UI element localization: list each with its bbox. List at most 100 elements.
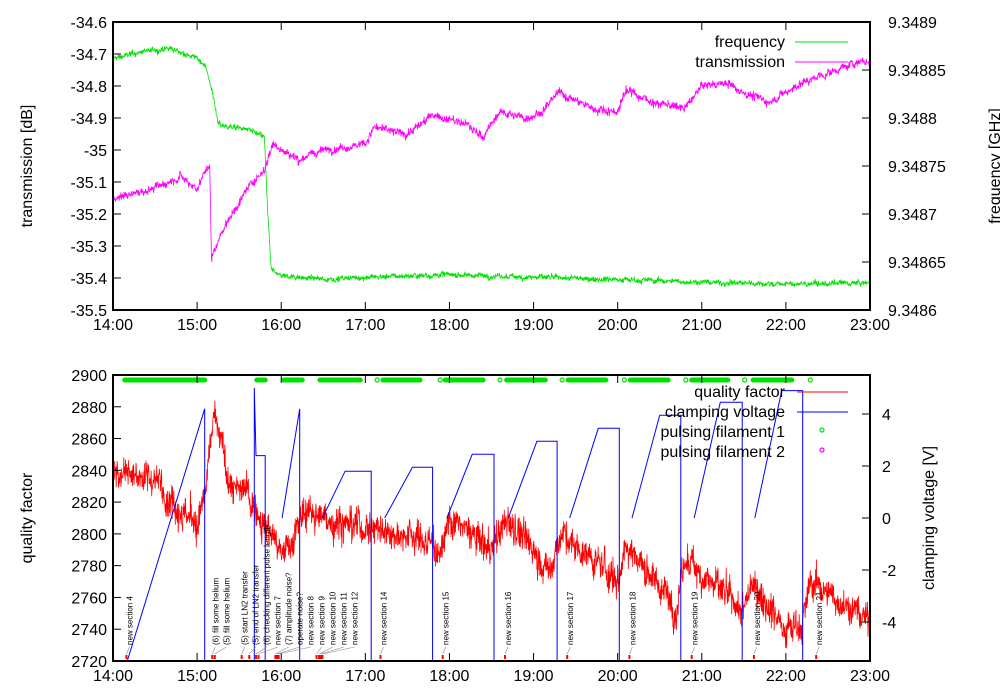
legend-label-frequency: frequency (715, 34, 785, 51)
annotation-label: new section 19 (691, 591, 700, 645)
legend-label-pulsing-filament-1: pulsing filament 1 (660, 424, 785, 441)
y-tick-label: 2860 (71, 432, 107, 449)
x-tick-label: 17:00 (345, 317, 385, 334)
x-tick-label: 19:00 (514, 668, 554, 685)
annotation-label: new section 17 (566, 591, 575, 645)
y-tick-label: -35.5 (71, 303, 108, 320)
plot-area (113, 377, 870, 661)
annotation-label: new section 4 (125, 596, 134, 645)
annotation-leader-line (316, 646, 322, 655)
annotation-leader-line (278, 646, 311, 655)
annotation-leader-line (504, 646, 509, 655)
y-tick-label: -35.2 (71, 207, 108, 224)
y2-tick-label: -4 (882, 615, 896, 632)
y-tick-label: -34.8 (71, 79, 108, 96)
annotation-leader-line (380, 646, 384, 655)
x-tick-label: 20:00 (598, 668, 638, 685)
y2-tick-label: 9.3488 (888, 111, 937, 128)
plot-frame (112, 21, 871, 311)
top-legend: frequency transmission (695, 34, 848, 71)
legend-label-transmission: transmission (695, 54, 785, 71)
annotation-label: (7) amplitude noise? (285, 572, 294, 645)
y-tick-label: -34.7 (71, 47, 108, 64)
y2-tick-label: 9.3487 (888, 207, 937, 224)
series-line-quality-factor (113, 400, 870, 649)
pulsing-filament-1-point (559, 377, 565, 383)
x-tick-label: 16:00 (261, 668, 301, 685)
annotation-leader-line (276, 646, 300, 655)
top-plot: 14:00 15:00 16:00 17:00 18:00 19:00 20:00 21:00… (71, 15, 946, 334)
annotation-label: (6) checking different pulse length (263, 525, 272, 645)
annotation-label: new section 10 (329, 591, 338, 645)
x-tick-label: 15:00 (177, 317, 217, 334)
pulsing-filament-1-point (621, 377, 627, 383)
clamping-voltage-segment (507, 440, 558, 661)
legend-swatch-pulsing-filament-2 (819, 447, 825, 453)
annotation-leader-line (753, 646, 758, 655)
clamping-voltage-segment (321, 470, 372, 661)
annotation-label: (5) start LN2 transfer (241, 571, 250, 645)
clamping-voltage-segment (446, 453, 495, 661)
y-tick-label: 2880 (71, 400, 107, 417)
y2-tick-label: 9.34865 (888, 255, 946, 272)
annotation-leader-line (318, 646, 333, 655)
y-tick-label: 2840 (71, 463, 107, 480)
x-tick-label: 14:00 (93, 317, 133, 334)
y2-tick-label: -2 (882, 563, 896, 580)
annotation-label: (5) fill some helium (222, 578, 231, 645)
y2-tick-label: 2 (882, 459, 891, 476)
y-tick-label: -34.9 (71, 111, 108, 128)
annotation-leader-line (241, 646, 245, 655)
y-tick-label: 2780 (71, 559, 107, 576)
x-tick-label: 16:00 (261, 317, 301, 334)
legend-swatch-pulsing-filament-1 (819, 427, 825, 433)
annotation-label: new section 9 (318, 596, 327, 645)
bottom-y2-axis-label: clamping voltage [V] (921, 446, 938, 590)
top-y-axis-label: transmission [dB] (19, 105, 36, 228)
x-tick-label: 20:00 (598, 317, 638, 334)
plot-frame (112, 374, 871, 662)
x-tick-label: 18:00 (429, 668, 469, 685)
y-tick-label: 2740 (71, 622, 107, 639)
annotation-leader-line (255, 646, 267, 655)
annotation-leader-line (211, 646, 216, 655)
y-tick-label: 2900 (71, 368, 107, 385)
x-tick-label: 18:00 (429, 317, 469, 334)
x-tick-label: 23:00 (850, 668, 890, 685)
annotation-leader-line (258, 646, 278, 655)
annotation-leader-line (322, 646, 355, 655)
pulsing-filament-1-point (807, 377, 813, 383)
y-tick-label: -35 (84, 143, 107, 160)
y-tick-label: -35.4 (71, 271, 108, 288)
y-tick-label: -35.1 (71, 175, 108, 192)
y-tick-label: -34.6 (71, 15, 108, 32)
bottom-plot: 14:00 15:00 16:00 17:00 18:00 19:00 20:00 21:00… (71, 368, 896, 685)
x-tick-label: 23:00 (850, 317, 890, 334)
clamping-voltage-segment (253, 387, 266, 661)
annotation-leader-line (320, 646, 344, 655)
y2-tick-label: 4 (882, 407, 891, 424)
annotation-label: new section 21 (815, 591, 824, 645)
y-tick-label: 2820 (71, 495, 107, 512)
y2-tick-label: 9.34885 (888, 63, 946, 80)
bottom-y-axis-label: quality factor (19, 472, 36, 563)
annotation-label: new section 11 (340, 592, 349, 645)
x-tick-label: 14:00 (93, 668, 133, 685)
annotation-label: operate noise? (296, 592, 305, 645)
series-line-frequency (113, 45, 870, 288)
annotation-label: new section 16 (504, 591, 513, 645)
legend-label-pulsing-filament-2: pulsing filament 2 (660, 444, 785, 461)
annotation-leader-line (691, 646, 695, 655)
legend-label-clamping-voltage: clamping voltage (665, 404, 785, 421)
annotation-label: (5) end of LN2 transfer (252, 564, 261, 645)
clamping-voltage-segment (569, 427, 620, 661)
clamping-voltage-segment (693, 401, 743, 661)
annotation-label: (6) fill some helium (211, 578, 220, 645)
annotation-leader-line (126, 646, 130, 655)
x-tick-label: 22:00 (766, 317, 806, 334)
pulsing-filament-1-point (437, 377, 443, 383)
x-tick-label: 15:00 (177, 668, 217, 685)
pulsing-filament-1-point (374, 377, 380, 383)
clamping-voltage-segment (754, 390, 804, 661)
